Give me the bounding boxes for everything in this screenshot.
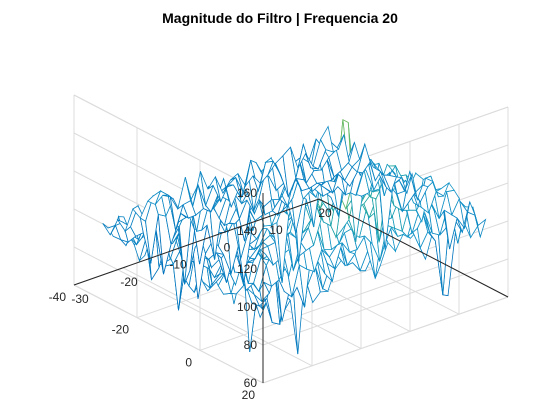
- x-tick-label: 0: [224, 240, 231, 254]
- x-tick-label: 10: [269, 223, 283, 237]
- x-tick-label: 20: [318, 206, 332, 220]
- x-tick-label: -30: [71, 292, 89, 306]
- y-tick-label: -20: [112, 323, 130, 337]
- z-tick-label: 140: [237, 224, 257, 238]
- y-axis-line: [318, 198, 509, 298]
- mesh-surface: [102, 118, 487, 355]
- z-tick-label: 160: [237, 186, 257, 200]
- mesh-cell: [320, 125, 334, 153]
- chart-title: Magnitude do Filtro | Frequencia 20: [162, 10, 398, 26]
- z-tick-labels: 160 140 120 100 80 60: [237, 186, 257, 390]
- side-grid-z: [73, 246, 264, 346]
- floor-grid-y: [199, 263, 446, 351]
- y-tick-label: 0: [185, 355, 192, 369]
- side-grid-z: [73, 284, 264, 384]
- x-tick-labels: -30 -20 -10 0 10 20: [71, 206, 332, 306]
- y-tick-labels: 20 0 -20 -40: [49, 290, 256, 402]
- x-axis-line: [73, 198, 320, 286]
- x-tick-label: -20: [120, 275, 138, 289]
- box-edge: [73, 94, 264, 194]
- y-tick-label: -40: [49, 290, 67, 304]
- z-tick-label: 60: [244, 376, 258, 390]
- back-grid-z: [262, 296, 509, 384]
- z-tick-label: 100: [237, 300, 257, 314]
- y-tick-label: 20: [242, 388, 256, 402]
- floor-grid-x: [122, 267, 313, 367]
- x-tick-label: -10: [169, 258, 187, 272]
- axes: [73, 193, 509, 383]
- back-grid-z: [262, 258, 509, 346]
- z-tick-label: 120: [237, 262, 257, 276]
- z-tick-label: 80: [244, 338, 258, 352]
